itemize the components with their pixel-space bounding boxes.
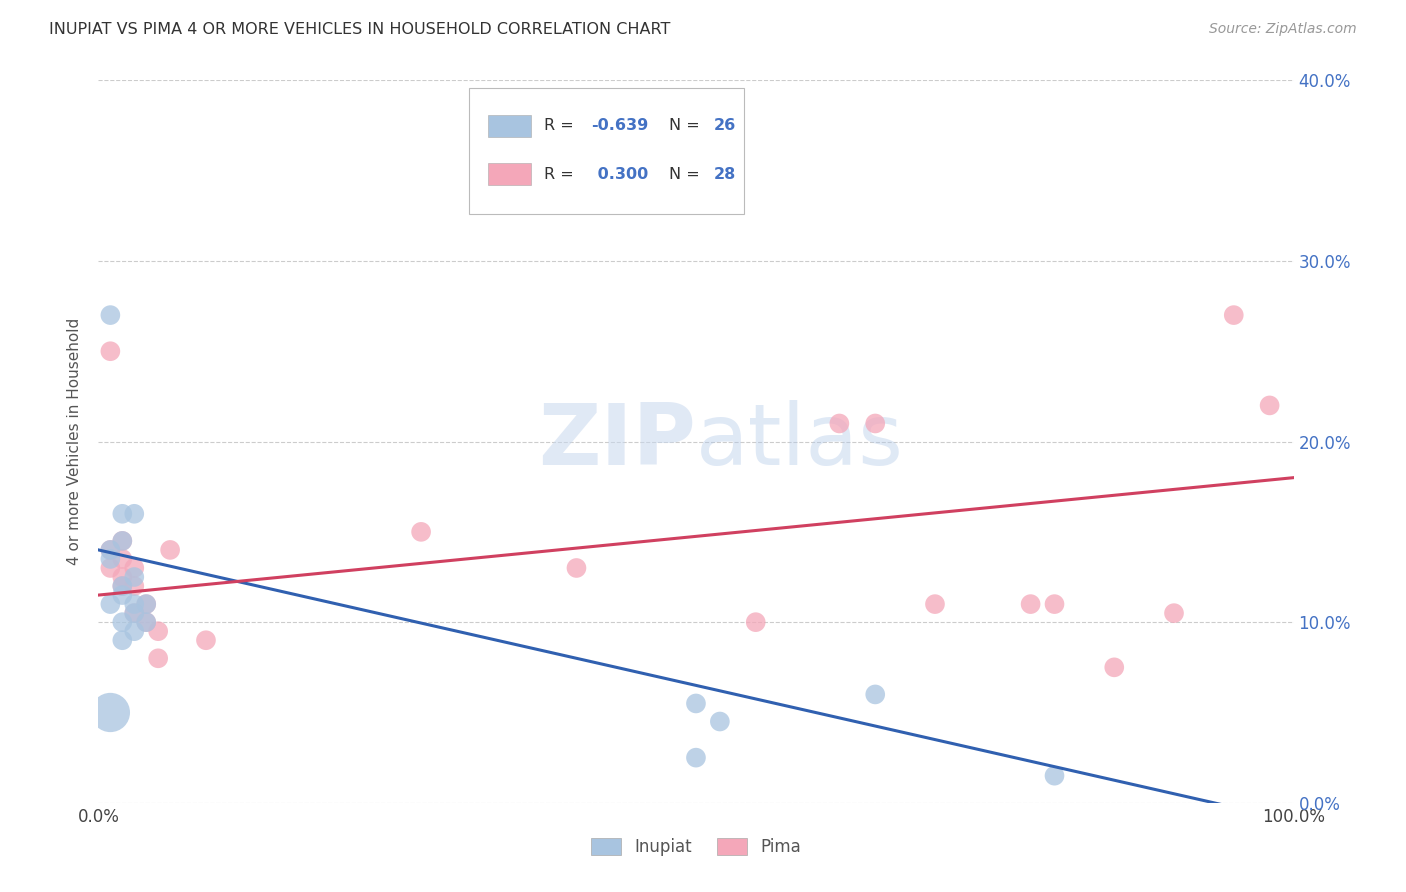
Text: atlas: atlas (696, 400, 904, 483)
Point (124, 570, 146, 584)
Point (111, 533, 134, 548)
Text: ZIP: ZIP (538, 400, 696, 483)
Text: -0.639: -0.639 (592, 119, 648, 133)
Text: 28: 28 (713, 167, 735, 182)
Point (135, 597, 157, 611)
Point (865, 417, 887, 431)
Point (1223, 308, 1246, 322)
Text: 26: 26 (713, 119, 735, 133)
Point (98, 542, 122, 557)
Point (1258, 398, 1281, 412)
Point (565, 561, 588, 575)
Point (685, 750, 707, 764)
Point (195, 633, 218, 648)
Point (1163, 606, 1185, 620)
Point (98, 344, 122, 359)
Text: N =: N = (669, 167, 704, 182)
Point (135, 597, 157, 611)
FancyBboxPatch shape (488, 115, 530, 136)
Point (135, 615, 157, 630)
Point (111, 507, 134, 521)
Point (124, 606, 146, 620)
Point (111, 570, 134, 584)
Point (148, 651, 170, 665)
Point (111, 579, 134, 593)
Point (111, 552, 134, 566)
Point (124, 606, 146, 620)
FancyBboxPatch shape (488, 163, 530, 185)
Point (828, 417, 851, 431)
Point (124, 507, 146, 521)
Point (1043, 597, 1066, 611)
Point (411, 524, 433, 539)
Point (111, 533, 134, 548)
Text: R =: R = (544, 167, 579, 182)
Point (124, 579, 146, 593)
Point (924, 597, 946, 611)
Y-axis label: 4 or more Vehicles in Household: 4 or more Vehicles in Household (67, 318, 83, 566)
Point (98, 561, 122, 575)
Point (1043, 769, 1066, 783)
Point (111, 633, 134, 648)
Point (124, 624, 146, 639)
Point (148, 624, 170, 639)
Point (98, 597, 122, 611)
Text: INUPIAT VS PIMA 4 OR MORE VEHICLES IN HOUSEHOLD CORRELATION CHART: INUPIAT VS PIMA 4 OR MORE VEHICLES IN HO… (49, 22, 671, 37)
Text: N =: N = (669, 119, 704, 133)
Text: Source: ZipAtlas.com: Source: ZipAtlas.com (1209, 22, 1357, 37)
Point (685, 697, 707, 711)
Point (111, 588, 134, 602)
Legend: Inupiat, Pima: Inupiat, Pima (585, 831, 807, 863)
Point (865, 687, 887, 701)
Point (98, 552, 122, 566)
Point (124, 597, 146, 611)
Point (111, 615, 134, 630)
Point (124, 561, 146, 575)
Point (98, 706, 122, 720)
Point (745, 615, 768, 630)
Point (98, 542, 122, 557)
Point (1019, 597, 1042, 611)
Point (709, 714, 731, 729)
FancyBboxPatch shape (470, 87, 744, 214)
Text: R =: R = (544, 119, 579, 133)
Point (159, 542, 181, 557)
Text: 0.300: 0.300 (592, 167, 648, 182)
Point (135, 615, 157, 630)
Point (1104, 660, 1126, 674)
Point (98, 308, 122, 322)
Point (111, 579, 134, 593)
